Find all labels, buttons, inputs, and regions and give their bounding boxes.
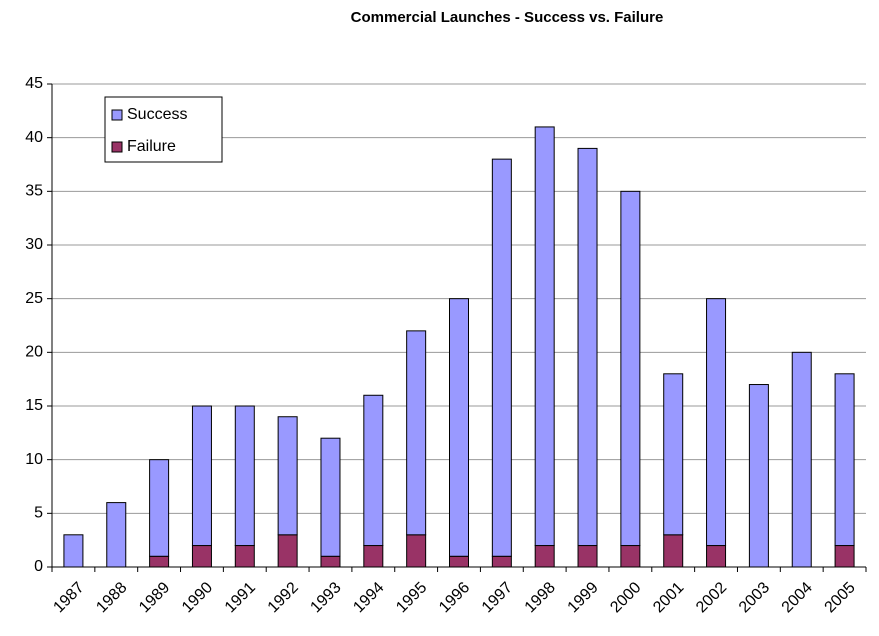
x-tick-label: 1992 (265, 579, 302, 616)
bar-segment (791, 351, 812, 568)
y-tick-label: 35 (25, 183, 43, 200)
bar-segment (406, 330, 427, 536)
legend-box (104, 96, 223, 163)
bar-segment (363, 545, 384, 568)
x-tick-label: 2004 (779, 579, 816, 616)
y-tick-label: 45 (25, 75, 43, 92)
bar-segment (706, 298, 727, 547)
bar-segment (149, 459, 170, 557)
x-tick-label: 1999 (565, 579, 602, 616)
x-tick-label: 1991 (222, 579, 259, 616)
bar-segment (191, 405, 212, 547)
y-tick-label: 15 (25, 397, 43, 414)
x-tick-label: 2003 (736, 579, 773, 616)
x-tick-label: 2001 (650, 579, 687, 616)
y-tick-label: 5 (34, 505, 43, 522)
x-tick-label: 1988 (93, 579, 130, 616)
x-tick-label: 1994 (350, 579, 387, 616)
bar-segment (320, 437, 341, 557)
bar-segment (363, 394, 384, 547)
bar-segment (534, 126, 555, 547)
legend: Success Failure (104, 96, 223, 163)
bar-segment (449, 555, 469, 568)
x-tick-label: 1990 (179, 579, 216, 616)
bar-segment (106, 502, 127, 568)
bar-segment (320, 555, 341, 568)
x-tick-label: 2000 (607, 579, 644, 616)
bar-segment (577, 545, 598, 568)
bar-segment (234, 545, 255, 568)
y-tick-label: 10 (25, 451, 43, 468)
legend-swatch (111, 141, 123, 153)
bar-segment (191, 545, 212, 568)
legend-label: Failure (127, 138, 176, 155)
chart-title: Commercial Launches - Success vs. Failur… (351, 9, 664, 26)
bar-segment (491, 158, 512, 557)
bar-segment (748, 384, 769, 568)
y-tick-label: 20 (25, 344, 43, 361)
bar-segment (406, 534, 427, 568)
bar-segment (491, 555, 512, 568)
bar-segment (834, 373, 855, 547)
x-tick-label: 1987 (50, 579, 87, 616)
bar-segment (534, 545, 555, 568)
y-tick-label: 30 (25, 236, 43, 253)
y-tick-label: 0 (34, 558, 43, 575)
x-tick-label: 1993 (307, 579, 344, 616)
bar-segment (234, 405, 255, 547)
x-tick-label: 2005 (822, 579, 859, 616)
y-tick-label: 40 (25, 129, 43, 146)
bar-segment (277, 416, 298, 536)
legend-swatch (111, 109, 123, 121)
bar-segment (577, 147, 598, 547)
bar-segment (663, 534, 684, 568)
x-tick-label: 1996 (436, 579, 473, 616)
bar-segment (663, 373, 684, 536)
x-tick-label: 1997 (479, 579, 516, 616)
bar-segment (149, 555, 170, 568)
x-tick-label: 1998 (522, 579, 559, 616)
bar-segment (449, 298, 469, 557)
y-tick-label: 25 (25, 290, 43, 307)
x-tick-label: 2002 (693, 579, 730, 616)
x-tick-label: 1989 (136, 579, 173, 616)
bar-segment (620, 190, 641, 547)
bar-segment (834, 545, 855, 568)
bar-segment (63, 534, 84, 568)
bar-segment (620, 545, 641, 568)
bar-segment (277, 534, 298, 568)
legend-label: Success (127, 106, 187, 123)
bar-segment (706, 545, 727, 568)
x-tick-label: 1995 (393, 579, 430, 616)
